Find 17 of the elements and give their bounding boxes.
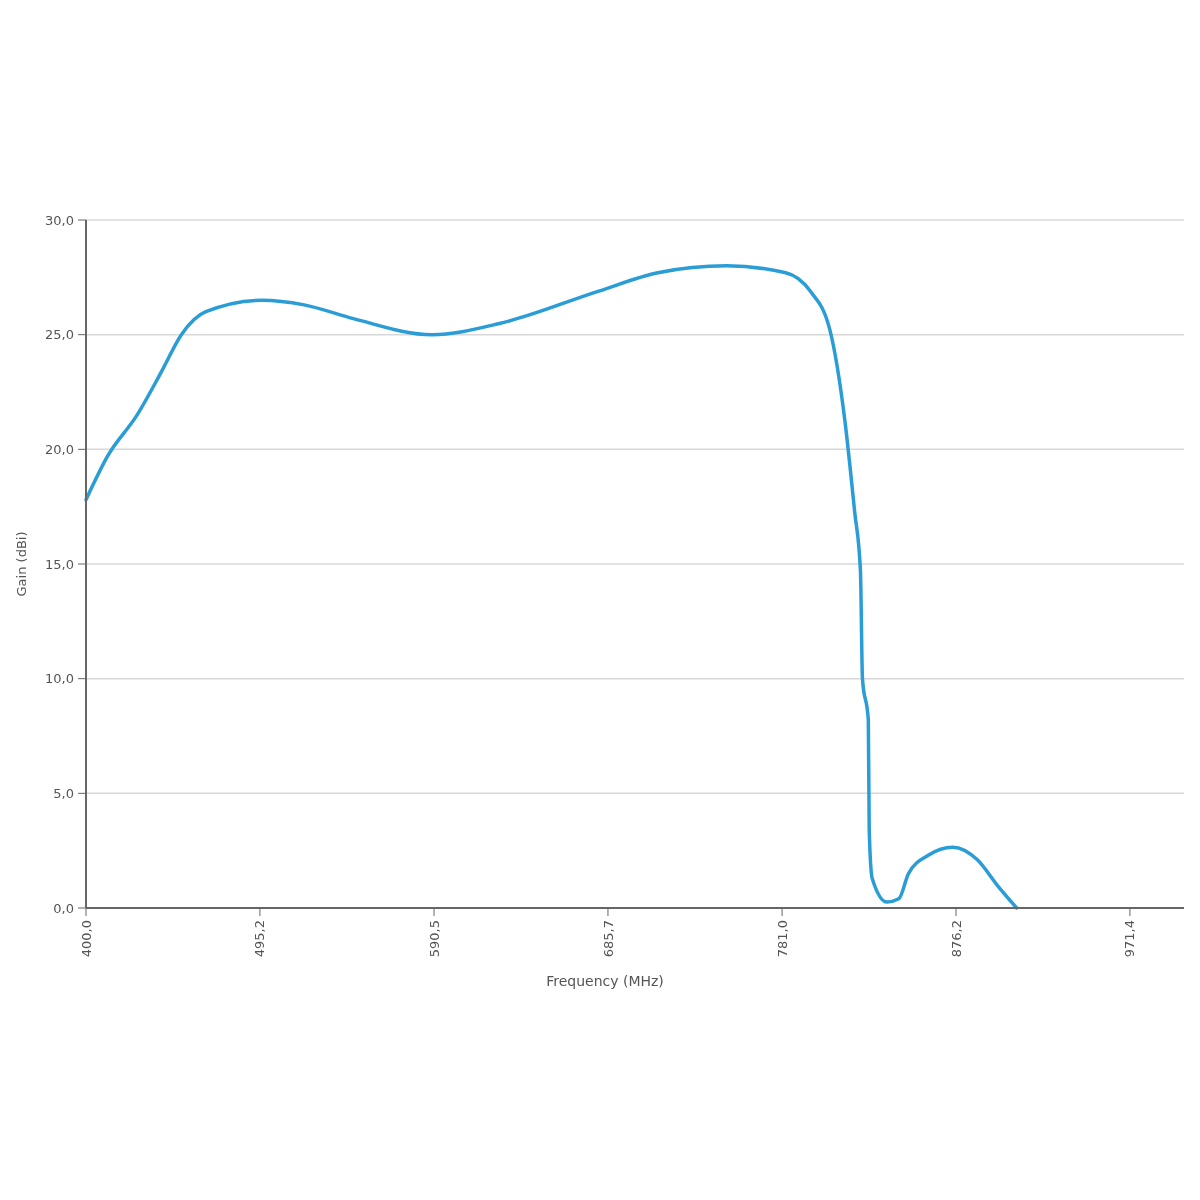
- line-series: [84, 264, 1019, 910]
- y-tick-label: 0,0: [53, 900, 74, 916]
- x-tick-label: 781,0: [774, 920, 790, 958]
- y-tick-label: 10,0: [45, 671, 74, 687]
- x-tick-label: 495,2: [252, 920, 268, 958]
- x-axis-title: Frequency (MHz): [546, 973, 664, 989]
- y-tick-label: 25,0: [45, 327, 74, 343]
- x-tick-label: 400,0: [78, 920, 94, 958]
- y-tick-label: 5,0: [53, 785, 74, 801]
- y-axis-title: Gain (dBi): [14, 531, 29, 597]
- x-tick-label: 590,5: [426, 920, 442, 958]
- x-tick-label: 876,2: [948, 920, 964, 958]
- y-tick-label: 30,0: [45, 212, 74, 228]
- y-tick-label: 15,0: [45, 556, 74, 572]
- x-tick-label: 971,4: [1122, 920, 1138, 958]
- x-tick-label: 685,7: [600, 920, 616, 958]
- y-tick-label: 20,0: [45, 441, 74, 457]
